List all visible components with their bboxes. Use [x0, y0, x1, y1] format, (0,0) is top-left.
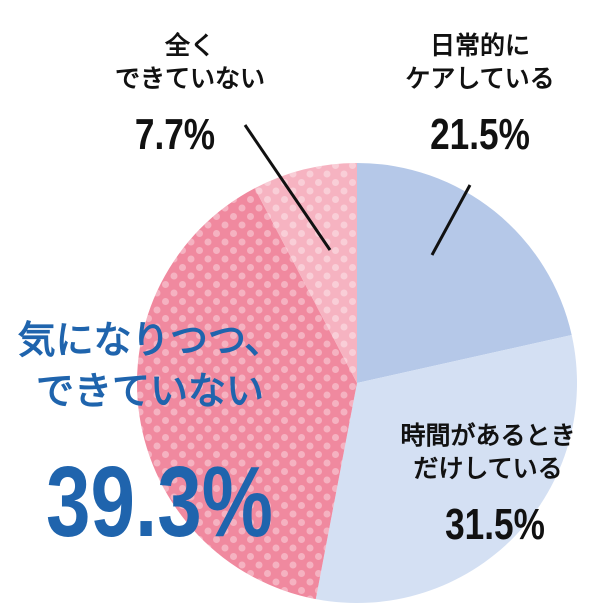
label-worried: 気になりつつ、 できていない [17, 318, 283, 414]
pie-slice-0 [357, 163, 572, 383]
value-none: 7.7% [134, 110, 216, 159]
pie-slice-dots-2 [137, 188, 357, 600]
pie-slice-1 [315, 335, 577, 603]
value-worried: 39.3% [46, 446, 273, 558]
label-sometimes: 時間があるとき だけしている [400, 421, 576, 483]
value-sometimes: 31.5% [445, 500, 545, 549]
label-daily: 日常的に ケアしている [405, 31, 555, 93]
value-daily: 21.5% [430, 110, 530, 159]
pie-slice-dots-3 [254, 163, 357, 383]
leader-line-21-5 [430, 184, 472, 256]
leader-line-7-7 [243, 124, 332, 251]
label-none: 全く できていない [114, 31, 265, 93]
